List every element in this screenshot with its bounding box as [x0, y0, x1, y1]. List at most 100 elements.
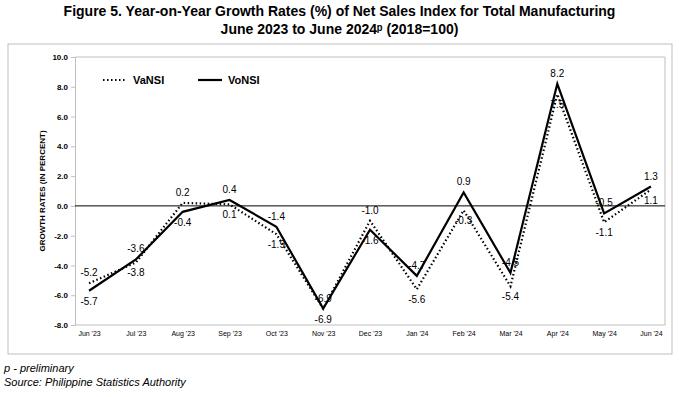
data-label: 0.2	[176, 187, 190, 198]
y-tick-label: -4.0	[54, 262, 68, 271]
x-tick-label: Mar '24	[499, 330, 522, 337]
subtitle: June 2023 to June 2024ᵖ (2018=100)	[221, 21, 459, 37]
series-line	[89, 94, 651, 308]
y-tick: 2.0	[57, 172, 75, 181]
data-label: -0.4	[174, 217, 192, 228]
y-tick-mark	[71, 117, 75, 118]
y-tick-mark	[71, 325, 75, 326]
x-tick-label: Oct '23	[266, 330, 288, 337]
legend-item: VoNSI	[198, 74, 260, 86]
y-axis-title: GROWTH RATES (IN PERCENT)	[38, 130, 47, 252]
y-tick: 10.0	[52, 53, 75, 62]
data-label: -0.3	[455, 215, 473, 226]
x-tick: Jun '23	[78, 330, 100, 337]
y-tick-mark	[71, 57, 75, 58]
x-tick-label: Nov '23	[312, 330, 336, 337]
legend-swatch	[198, 79, 222, 81]
x-tick-label: Jun '23	[78, 330, 100, 337]
y-axis-line	[75, 58, 76, 326]
y-tick: 4.0	[57, 142, 75, 151]
data-label: -5.6	[408, 294, 426, 305]
y-tick: -4.0	[54, 262, 75, 271]
data-label: -1.9	[268, 239, 286, 250]
x-tick-label: May '24	[592, 330, 616, 338]
x-tick: Oct '23	[266, 330, 288, 337]
y-axis: -8.0 -6.0 -4.0 -2.0 0.0 2.0 4.0 6.0 8.0 10.0	[52, 53, 75, 330]
data-label: -1.4	[268, 211, 286, 222]
data-labels: -5.2-3.80.20.1-1.9-6.9-1.0-5.6-0.3-5.47.…	[80, 68, 658, 325]
x-tick-label: Dec '23	[359, 330, 383, 337]
y-tick: -8.0	[54, 321, 75, 330]
data-label: -1.0	[361, 205, 379, 216]
x-tick-label: Jul '23	[126, 330, 146, 337]
y-tick-mark	[71, 146, 75, 147]
y-tick-mark	[71, 176, 75, 177]
legend-label: VoNSI	[228, 74, 260, 86]
plot-frame-right	[665, 57, 666, 325]
x-tick-label: Aug '23	[171, 330, 195, 338]
x-tick: Apr '24	[547, 330, 569, 338]
data-label: -3.8	[127, 267, 145, 278]
legend-label: VaNSI	[133, 74, 164, 86]
data-label: -5.2	[80, 267, 98, 278]
footnote: p - preliminary	[3, 362, 75, 374]
y-tick-mark	[71, 206, 75, 207]
data-label: 1.1	[644, 195, 658, 206]
y-tick-label: 2.0	[57, 172, 69, 181]
x-axis: Jun '23 Jul '23 Aug '23 Sep '23 Oct '23 Nov '…	[75, 325, 665, 338]
y-tick-label: 10.0	[52, 53, 68, 62]
data-label: -5.7	[80, 296, 98, 307]
data-label: 1.3	[644, 171, 658, 182]
data-label: -4.7	[408, 260, 426, 271]
x-tick: Nov '23	[312, 330, 336, 337]
y-tick-label: -2.0	[54, 232, 68, 241]
y-tick-label: 4.0	[57, 142, 69, 151]
title: Figure 5. Year-on-Year Growth Rates (%) …	[64, 3, 616, 19]
x-tick-label: Jan '24	[406, 330, 428, 337]
x-tick: Jun '24	[640, 330, 662, 337]
x-tick: Aug '23	[171, 330, 195, 338]
data-label: 0.4	[223, 184, 237, 195]
y-tick: -2.0	[54, 232, 75, 241]
y-tick-mark	[71, 295, 75, 296]
x-axis-line	[75, 325, 665, 326]
x-tick-label: Apr '24	[547, 330, 569, 338]
y-tick: -6.0	[54, 291, 75, 300]
x-tick: May '24	[592, 330, 616, 338]
x-tick: Jul '23	[126, 330, 146, 337]
legend-swatch	[103, 79, 127, 81]
y-tick: 0.0	[57, 202, 75, 211]
data-label: -0.5	[596, 197, 614, 208]
data-label: -6.9	[315, 314, 333, 325]
plot-area	[89, 84, 651, 309]
chart: Figure 5. Year-on-Year Growth Rates (%) …	[0, 0, 679, 397]
footnote: Source: Philippine Statistics Authority	[4, 376, 187, 388]
x-tick-label: Jun '24	[640, 330, 662, 337]
y-tick-mark	[71, 236, 75, 237]
x-tick: Sep '23	[218, 330, 242, 338]
chart-frame	[8, 44, 672, 354]
x-tick: Jan '24	[406, 330, 428, 337]
y-tick-mark	[71, 265, 75, 266]
series-line	[89, 84, 651, 309]
data-label: -6.9	[315, 293, 333, 304]
data-label: -5.4	[502, 291, 520, 302]
y-tick-label: 6.0	[57, 113, 69, 122]
y-tick-label: -6.0	[54, 291, 68, 300]
y-tick-label: 0.0	[57, 202, 69, 211]
data-label: 0.1	[223, 209, 237, 220]
x-tick: Feb '24	[453, 330, 476, 337]
data-label: 0.9	[457, 176, 471, 187]
data-label: -4.5	[502, 257, 520, 268]
x-tick: Dec '23	[359, 330, 383, 337]
data-label: -3.6	[127, 243, 145, 254]
y-tick-mark	[71, 87, 75, 88]
data-label: -1.6	[361, 235, 379, 246]
plot-frame-top	[75, 57, 665, 58]
y-tick-label: 8.0	[57, 83, 69, 92]
x-tick-label: Sep '23	[218, 330, 242, 338]
x-tick: Mar '24	[499, 330, 522, 337]
data-label: -1.1	[596, 227, 614, 238]
x-tick-label: Feb '24	[453, 330, 476, 337]
legend-item: VaNSI	[103, 74, 164, 86]
